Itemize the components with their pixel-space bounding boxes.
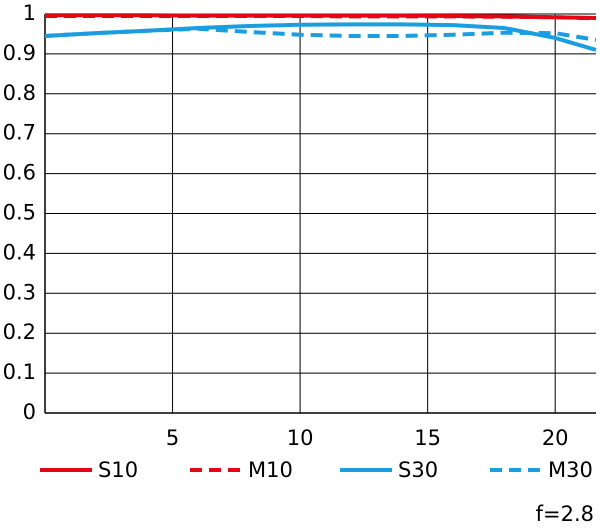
y-tick-label: 0.8 [3,81,36,105]
legend-label: M10 [248,458,293,482]
legend-label: S30 [398,458,438,482]
series-line [44,22,597,52]
x-tick-label: 5 [166,426,179,450]
y-tick-label: 0.9 [3,41,36,65]
series-line [45,13,597,21]
x-tick-label: 20 [542,426,569,450]
y-tick-label: 0.4 [3,240,36,264]
legend-label: M30 [548,458,593,482]
annotation: f=2.8 [536,502,594,526]
y-tick-label: 0.7 [3,121,36,145]
x-tick-label: 10 [287,426,314,450]
y-tick-label: 0.3 [3,280,36,304]
y-tick-label: 0.5 [3,201,36,225]
y-tick-label: 0.1 [3,360,36,384]
legend-label: S10 [98,458,138,482]
x-tick-label: 15 [414,426,441,450]
y-tick-label: 0.6 [3,161,36,185]
y-tick-label: 0.2 [3,320,36,344]
y-tick-label: 0 [23,400,36,424]
y-tick-label: 1 [23,1,36,25]
